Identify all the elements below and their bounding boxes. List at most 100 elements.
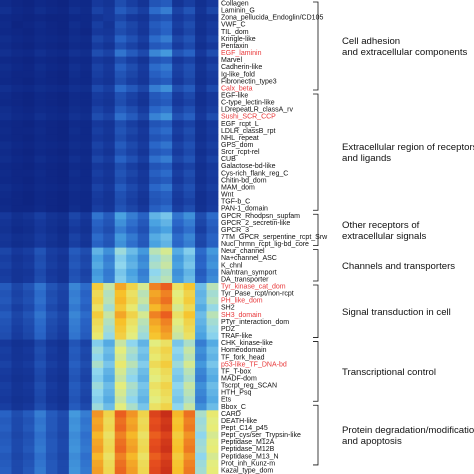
heatmap-cell	[0, 56, 12, 65]
heatmap-cell	[57, 21, 70, 29]
heatmap-cell	[80, 374, 93, 383]
heatmap-cell	[137, 268, 150, 277]
heatmap-cell	[149, 84, 162, 93]
heatmap-cell	[45, 254, 58, 263]
row-label: DEATH-like	[221, 418, 257, 425]
heatmap-cell	[183, 304, 196, 312]
heatmap-cell	[149, 290, 162, 298]
heatmap-cell	[91, 268, 104, 277]
heatmap-cell	[0, 169, 12, 178]
row-label: Tscrpt_reg_SCAN	[221, 383, 277, 390]
heatmap-cell	[34, 254, 47, 263]
heatmap-cell	[149, 374, 162, 383]
group-bracket	[313, 213, 319, 247]
heatmap-cell	[34, 49, 47, 57]
heatmap-cell	[91, 106, 104, 114]
heatmap-cell	[206, 325, 219, 333]
heatmap-cell	[195, 120, 207, 128]
heatmap-cell	[45, 261, 58, 270]
heatmap-cell	[57, 445, 70, 454]
heatmap-cell	[22, 459, 35, 468]
heatmap-cell	[45, 424, 58, 432]
heatmap-cell	[160, 417, 173, 425]
heatmap-cell	[183, 56, 196, 65]
heatmap-cell	[172, 233, 184, 241]
heatmap-cell	[91, 438, 104, 447]
heatmap-cell	[68, 282, 81, 291]
heatmap-cell	[45, 403, 58, 411]
heatmap-cell	[45, 212, 58, 220]
heatmap-cell	[195, 360, 207, 369]
heatmap-cell	[34, 290, 47, 298]
heatmap-cell	[57, 191, 70, 199]
heatmap-cells	[0, 0, 219, 474]
heatmap-cell	[57, 84, 70, 93]
heatmap-cell	[22, 240, 35, 249]
heatmap-cell	[149, 233, 162, 241]
heatmap-cell	[195, 353, 207, 362]
heatmap-cell	[11, 389, 24, 397]
heatmap-cell	[172, 141, 184, 149]
heatmap-cell	[0, 304, 12, 312]
heatmap-cell	[195, 212, 207, 220]
heatmap-cell	[114, 7, 127, 15]
heatmap-cell	[114, 127, 127, 135]
heatmap-cell	[57, 417, 70, 425]
heatmap-cell	[91, 0, 104, 8]
heatmap-cell	[126, 233, 139, 241]
heatmap-cell	[45, 466, 58, 474]
heatmap-cell	[22, 339, 35, 348]
heatmap-cell	[34, 113, 47, 121]
heatmap-cell	[160, 240, 173, 249]
heatmap-cell	[103, 28, 116, 36]
heatmap-cell	[80, 35, 93, 43]
heatmap-cell	[34, 7, 47, 15]
heatmap-cell	[11, 63, 24, 72]
heatmap-cell	[206, 91, 219, 100]
heatmap-cell	[68, 346, 81, 355]
heatmap-cell	[172, 28, 184, 36]
heatmap-cell	[45, 120, 58, 128]
heatmap-cell	[172, 7, 184, 15]
heatmap-cell	[91, 84, 104, 93]
heatmap-cell	[57, 261, 70, 270]
heatmap-cell	[45, 282, 58, 291]
heatmap-cell	[57, 466, 70, 474]
heatmap-cell	[195, 14, 207, 22]
heatmap-cell	[114, 162, 127, 171]
heatmap-cell	[22, 35, 35, 43]
heatmap-cell	[57, 99, 70, 107]
heatmap-cell	[149, 459, 162, 468]
heatmap-cell	[183, 275, 196, 284]
heatmap-cell	[126, 410, 139, 418]
heatmap-cell	[195, 452, 207, 461]
heatmap-cell	[160, 424, 173, 432]
heatmap-cell	[183, 35, 196, 43]
heatmap-cell	[11, 106, 24, 114]
group-bracket	[313, 1, 319, 91]
heatmap-cell	[114, 389, 127, 397]
heatmap-cell	[137, 431, 150, 440]
group-bracket	[313, 341, 319, 402]
heatmap-cell	[206, 332, 219, 340]
heatmap-cell	[137, 346, 150, 355]
heatmap-cell	[91, 346, 104, 355]
heatmap-cell	[91, 162, 104, 171]
heatmap-cell	[45, 141, 58, 149]
heatmap-cell	[195, 410, 207, 418]
heatmap-cell	[80, 438, 93, 447]
heatmap-cell	[126, 459, 139, 468]
heatmap-cell	[195, 7, 207, 15]
heatmap-cell	[0, 99, 12, 107]
heatmap-cell	[206, 297, 219, 305]
heatmap-cell	[11, 445, 24, 454]
heatmap-cell	[160, 346, 173, 355]
row-label: Peptidase_M13_N	[221, 453, 279, 460]
heatmap-cell	[137, 304, 150, 312]
heatmap-cell	[137, 35, 150, 43]
heatmap-cell	[195, 318, 207, 326]
heatmap-cell	[91, 233, 104, 241]
heatmap-cell	[45, 353, 58, 362]
heatmap-cell	[34, 169, 47, 178]
heatmap-cell	[34, 389, 47, 397]
